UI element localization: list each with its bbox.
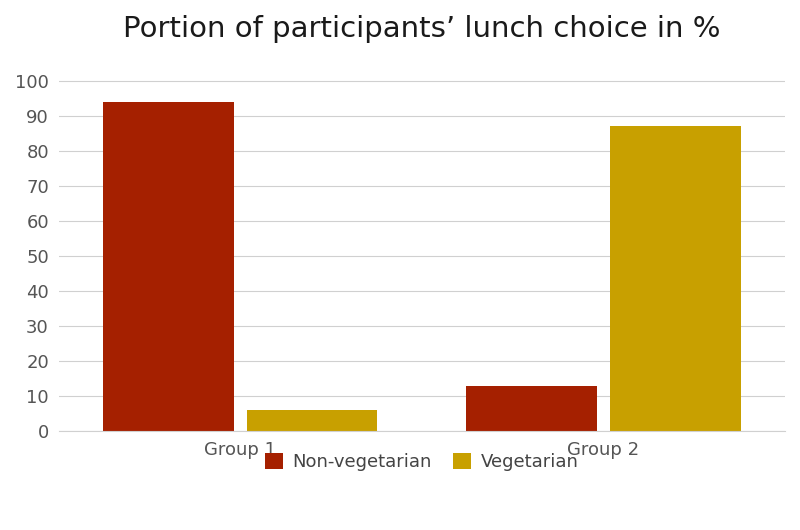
Title: Portion of participants’ lunch choice in %: Portion of participants’ lunch choice in… [123,15,721,43]
Bar [466,385,597,431]
Bar [610,127,741,431]
Bar [103,102,234,431]
Bar [246,410,378,431]
Legend: Non-vegetarian, Vegetarian: Non-vegetarian, Vegetarian [258,445,586,478]
